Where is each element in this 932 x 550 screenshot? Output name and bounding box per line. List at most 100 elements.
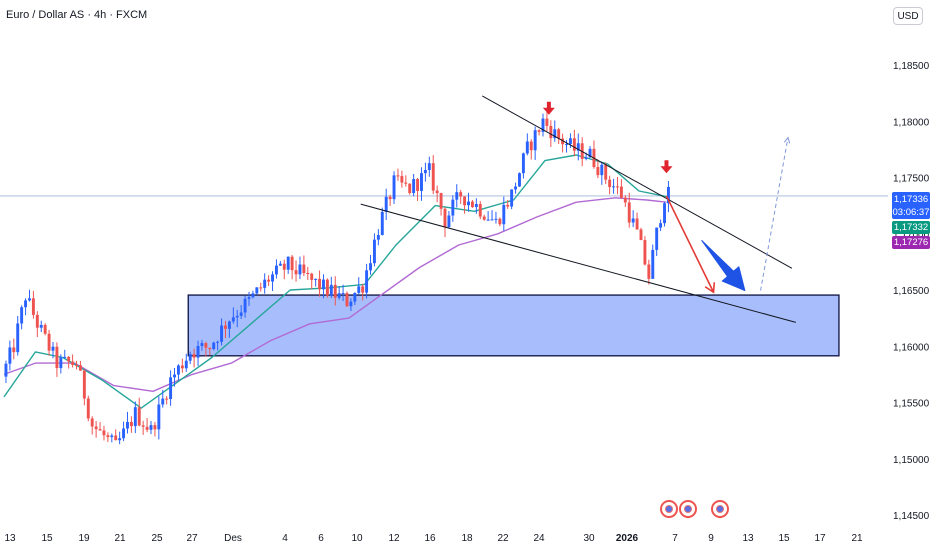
candle-body <box>259 287 263 289</box>
candle-body <box>90 418 94 427</box>
time-tick-label: 24 <box>533 533 545 544</box>
candles-layer <box>4 112 670 445</box>
time-tick-label: 10 <box>351 533 363 544</box>
ema-slow-tag: 1,17276 <box>892 236 930 249</box>
candle-body <box>302 264 306 274</box>
candle-body <box>255 287 259 294</box>
candle-body <box>635 218 639 230</box>
price-axis[interactable]: 1,18500 1,18000 1,17500 1,17000 1,16500 1,160… <box>893 61 930 522</box>
candle-body <box>541 118 545 132</box>
dashed-projection-head <box>783 136 791 144</box>
candle-body <box>4 363 8 377</box>
candle-body <box>372 239 376 264</box>
candle-body <box>274 265 278 275</box>
time-tick-label: 21 <box>114 533 126 544</box>
candle-body <box>506 204 510 207</box>
currency-button[interactable]: USD <box>893 7 923 25</box>
candle-body <box>278 263 282 266</box>
candle-body <box>98 429 102 431</box>
candle-body <box>271 274 274 282</box>
candle-body <box>431 163 435 191</box>
candle-body <box>114 435 118 441</box>
moving-averages-layer <box>3 154 667 409</box>
candle-body <box>333 284 337 298</box>
candle-body <box>459 192 463 197</box>
candle-body <box>290 256 294 271</box>
candle-body <box>494 218 498 220</box>
candle-body <box>231 317 235 322</box>
candle-body <box>659 223 663 228</box>
candle-body <box>502 204 506 225</box>
candle-body <box>59 357 63 369</box>
candle-body <box>212 342 216 350</box>
upper-trendline <box>481 95 793 269</box>
bar-countdown: 03:06:37 <box>892 207 930 218</box>
candle-body <box>623 197 627 203</box>
candle-body <box>525 141 529 154</box>
chart-title: Euro / Dollar AS · 4h · FXCM <box>6 9 148 21</box>
candle-body <box>619 186 623 198</box>
candle-body <box>549 125 553 139</box>
candle-body <box>537 130 541 132</box>
candle-body <box>184 360 188 369</box>
candle-body <box>361 286 365 293</box>
candle-body <box>337 293 341 298</box>
time-tick-label: 15 <box>41 533 53 544</box>
candle-body <box>470 201 474 208</box>
candle-body <box>251 293 255 298</box>
candle-body <box>643 240 647 265</box>
candle-body <box>78 365 82 371</box>
candle-body <box>404 182 408 184</box>
candle-body <box>31 298 35 315</box>
candle-body <box>341 293 345 295</box>
candle-body <box>388 196 392 200</box>
candle-body <box>28 298 31 301</box>
candle-body <box>55 346 59 369</box>
candle-body <box>576 143 580 151</box>
time-tick-label: 2026 <box>616 533 639 544</box>
candle-body <box>490 219 494 221</box>
candle-body <box>518 173 521 187</box>
price-tick-label: 1,15500 <box>893 399 930 410</box>
candle-body <box>16 323 20 353</box>
price-tick-label: 1,17000 <box>893 230 930 241</box>
candle-body <box>12 347 16 353</box>
candle-body <box>600 164 604 176</box>
candle-body <box>498 218 502 225</box>
candle-body <box>427 163 431 170</box>
time-tick-label: 13 <box>4 533 16 544</box>
ema-fast-line <box>3 154 667 409</box>
candle-body <box>318 278 322 290</box>
candle-body <box>666 186 670 204</box>
candle-body <box>133 407 137 427</box>
economic-event-icon[interactable] <box>660 500 678 518</box>
candle-body <box>110 435 114 438</box>
candle-body <box>188 354 192 361</box>
candle-body <box>106 435 110 438</box>
economic-event-icon[interactable] <box>679 500 697 518</box>
candle-body <box>353 292 357 302</box>
candle-body <box>126 421 129 429</box>
candle-body <box>176 365 180 375</box>
economic-event-icon[interactable] <box>711 500 729 518</box>
candle-body <box>75 364 78 366</box>
candle-body <box>482 216 486 220</box>
time-tick-label: Des <box>224 533 242 544</box>
annotations-layer <box>360 95 796 323</box>
candle-body <box>306 273 310 275</box>
candle-body <box>153 425 157 430</box>
candle-body <box>565 144 568 146</box>
candle-body <box>514 186 518 190</box>
candle-body <box>568 138 572 145</box>
price-tick-label: 1,16000 <box>893 342 930 353</box>
candle-body <box>612 186 616 188</box>
candle-body <box>63 356 67 358</box>
candle-body <box>243 298 247 313</box>
candle-body <box>376 235 380 240</box>
candle-body <box>208 347 212 350</box>
candle-body <box>102 430 106 436</box>
candle-body <box>71 361 75 365</box>
candle-body <box>239 312 243 316</box>
time-axis[interactable]: 13 15 19 21 25 27 Des 4 6 10 12 16 18 22 24 30 2026 7 9 13 1… <box>4 533 863 544</box>
